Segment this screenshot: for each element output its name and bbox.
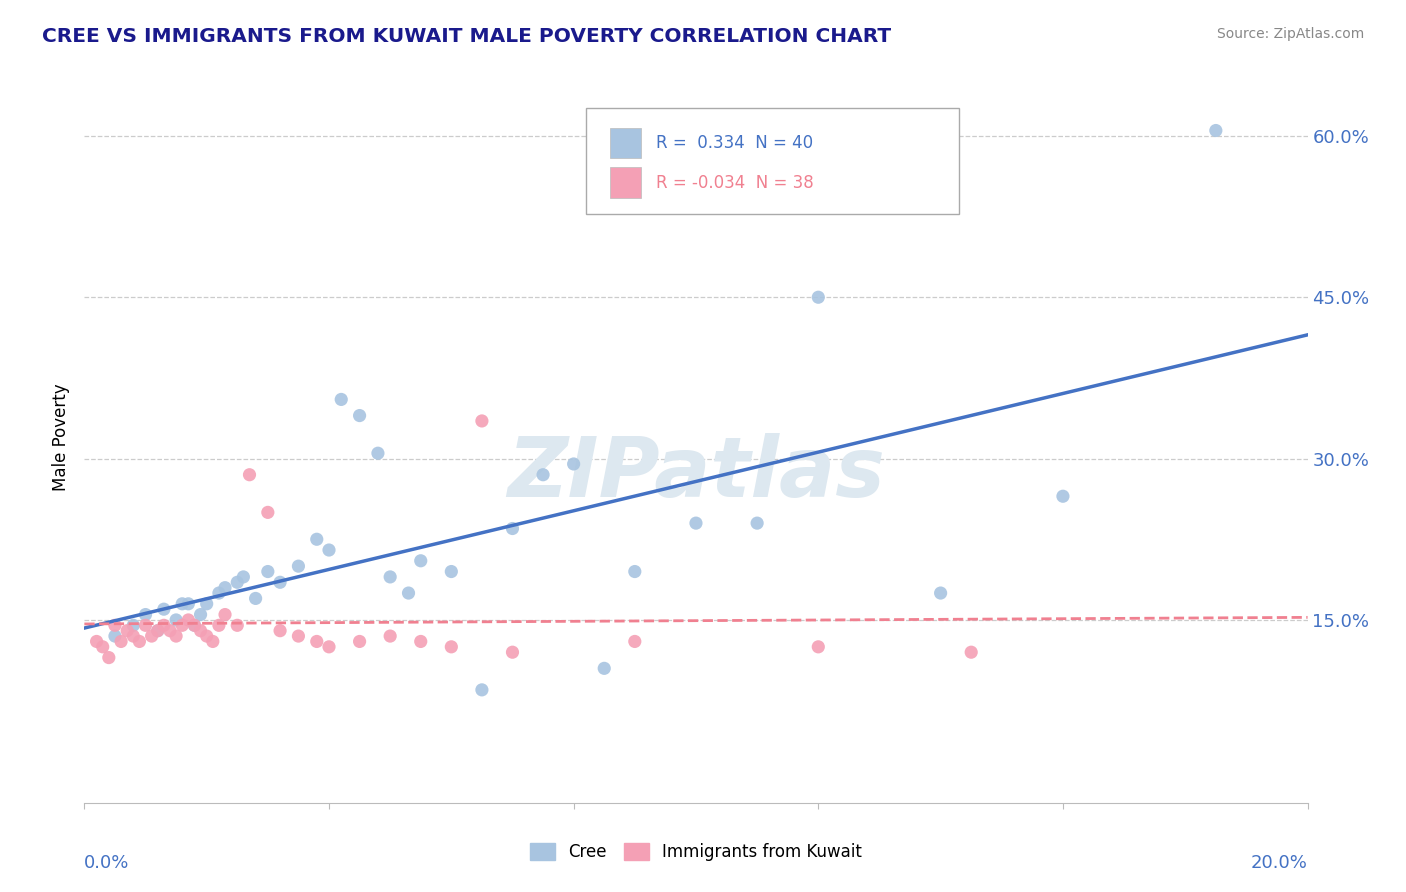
Point [128,634,150,648]
Point [685,516,707,530]
Point [562,457,585,471]
Point [349,409,371,423]
Point [153,618,176,632]
Point [807,290,830,304]
Text: R =  0.334  N = 40: R = 0.334 N = 40 [655,134,813,152]
Point [380,570,402,584]
Point [1205,123,1227,137]
Point [232,570,254,584]
Point [183,618,205,632]
Point [367,446,389,460]
Point [195,597,218,611]
Point [214,581,236,595]
Point [141,629,163,643]
Point [226,618,249,632]
Point [104,629,127,643]
Point [593,661,616,675]
Point [305,634,328,648]
Point [502,521,524,535]
Point [190,607,212,622]
Point [269,624,291,638]
Point [110,634,132,648]
Point [159,624,181,638]
Point [146,624,169,638]
Point [380,629,402,643]
Point [440,640,463,654]
Point [257,505,280,519]
Point [747,516,769,530]
Point [172,618,194,632]
Point [305,533,328,547]
Point [208,618,231,632]
Text: CREE VS IMMIGRANTS FROM KUWAIT MALE POVERTY CORRELATION CHART: CREE VS IMMIGRANTS FROM KUWAIT MALE POVE… [42,27,891,45]
Point [624,634,647,648]
Point [153,602,176,616]
Point [929,586,952,600]
Point [122,629,145,643]
Point [245,591,267,606]
Point [135,607,157,622]
Point [531,467,554,482]
Text: Source: ZipAtlas.com: Source: ZipAtlas.com [1216,27,1364,41]
Point [165,613,187,627]
Point [257,565,280,579]
Point [318,543,340,558]
Point [287,559,309,574]
Point [135,618,157,632]
Point [177,613,200,627]
Point [807,640,830,654]
Point [226,575,249,590]
Point [318,640,340,654]
Point [409,634,432,648]
Bar [610,128,641,159]
Legend: Cree, Immigrants from Kuwait: Cree, Immigrants from Kuwait [523,836,869,868]
Text: 0.0%: 0.0% [84,854,129,872]
Point [190,624,212,638]
Point [91,640,114,654]
Point [195,629,218,643]
Point [471,414,494,428]
Point [115,624,138,638]
Point [1052,489,1074,503]
Y-axis label: Male Poverty: Male Poverty [52,384,70,491]
Point [502,645,524,659]
Bar [610,167,641,198]
Text: ZIPatlas: ZIPatlas [508,434,884,514]
Text: 20.0%: 20.0% [1251,854,1308,872]
Point [624,565,647,579]
Point [471,682,494,697]
Point [165,629,187,643]
Point [86,634,108,648]
Point [287,629,309,643]
Point [409,554,432,568]
Point [214,607,236,622]
Point [177,597,200,611]
Point [238,467,260,482]
Point [208,586,231,600]
Point [349,634,371,648]
Point [146,624,169,638]
FancyBboxPatch shape [586,108,959,214]
Point [183,618,205,632]
Point [104,618,127,632]
Point [269,575,291,590]
Point [330,392,353,407]
Point [122,618,145,632]
Point [440,565,463,579]
Point [97,650,120,665]
Text: R = -0.034  N = 38: R = -0.034 N = 38 [655,174,813,192]
Point [201,634,224,648]
Point [398,586,420,600]
Point [960,645,983,659]
Point [172,597,194,611]
